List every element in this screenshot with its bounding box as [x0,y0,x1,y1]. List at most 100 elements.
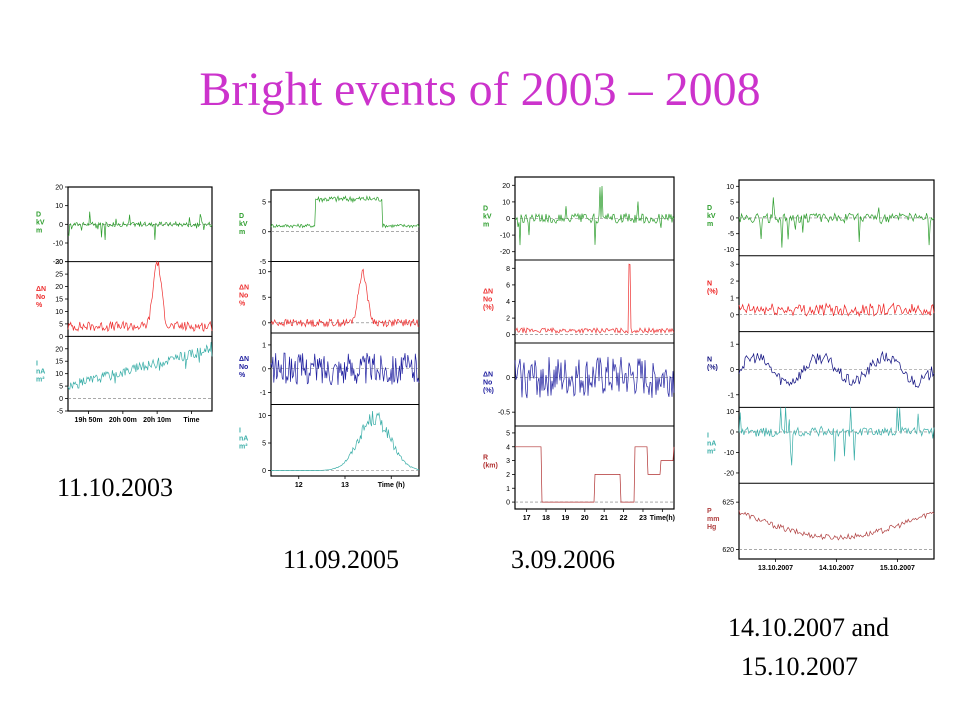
series-line [514,185,675,246]
panel-ylabel: ΔN [239,284,249,291]
y-tick-label: 2 [506,472,510,479]
y-tick-label: 2 [730,279,734,286]
y-tick-label: 0 [506,332,510,339]
y-tick-label: 20 [502,183,510,190]
series-line [514,263,675,335]
event-date-label: 11.09.2005 [283,545,400,574]
y-tick-label: 10 [55,371,63,378]
panel-ylabel: kV [36,219,45,226]
y-tick-label: 0 [730,215,734,222]
x-tick-label: 19h 50m [75,417,103,424]
y-tick-label: 25 [55,272,63,279]
y-tick-label: 5 [262,199,266,206]
panel-ylabel: D [707,205,712,212]
panel-ylabel: (km) [483,463,498,470]
panel-ylabel: kV [483,214,492,221]
y-tick-label: -20 [500,249,510,256]
y-tick-label: 0 [730,429,734,436]
x-tick-label: Time [183,417,199,424]
panel-ylabel: D [36,211,41,218]
figure-2: 20100-10-20DkVm86420ΔNNo(%)0-0.5ΔNNo(%)5… [483,176,675,522]
y-tick-label: -0.5 [498,410,510,417]
panel-ylabel: No [239,364,248,371]
panel-ylabel: ΔN [483,289,493,296]
series-line [738,302,935,318]
event-date-label: 11.10.2003 [57,473,174,502]
panel-ylabel: m [36,227,42,234]
y-tick-label: 625 [722,500,734,507]
panel-ylabel: % [36,302,43,309]
series-line [271,410,420,471]
y-tick-label: 5 [59,384,63,391]
y-tick-label: 5 [59,321,63,328]
panel-ylabel: nA [36,369,45,376]
panel-ylabel: ΔN [36,286,46,293]
x-tick-label: 12 [295,482,303,489]
y-tick-label: 0 [730,367,734,374]
panel-ylabel: m² [239,443,248,450]
y-tick-label: 5 [730,200,734,207]
y-tick-label: 3 [730,262,734,269]
series-line [270,268,420,328]
x-tick-label: 21 [600,515,608,522]
panel-ylabel: (%) [483,305,494,312]
series-line [67,260,213,332]
panel-ylabel: m [483,222,489,229]
x-tick-label: 18 [542,515,550,522]
panel-ylabel: I [36,361,38,368]
series-line [67,341,213,390]
y-tick-label: 0 [59,396,63,403]
panel-ylabel: No [483,297,492,304]
y-tick-label: 5 [262,441,266,448]
y-tick-label: 0 [262,366,266,373]
panel-ylabel: (%) [483,388,494,395]
y-tick-label: -1 [260,390,266,397]
y-tick-label: 10 [726,409,734,416]
panel-ylabel: % [239,372,246,379]
y-tick-label: -10 [724,247,734,254]
series-line [738,197,935,248]
series-line [270,195,420,229]
y-tick-label: 4 [506,444,510,451]
panel-ylabel: (%) [707,289,718,296]
y-tick-label: 10 [258,413,266,420]
y-tick-label: 10 [55,203,63,210]
panel-ylabel: m [239,229,245,236]
panel-ylabel: No [36,294,45,301]
y-tick-label: 1 [730,342,734,349]
y-tick-label: 620 [722,547,734,554]
y-tick-label: -5 [260,259,266,266]
panel-ylabel: kV [239,221,248,228]
y-tick-label: 0 [506,216,510,223]
x-tick-label: 15.10.2007 [880,565,915,572]
y-tick-label: 1 [506,486,510,493]
x-tick-label: 20 [581,515,589,522]
series-line [515,446,675,503]
panel-ylabel: m² [36,377,45,384]
y-tick-label: 5 [506,430,510,437]
y-tick-label: 0 [506,375,510,382]
event-date-label: 3.09.2006 [511,545,615,574]
panel-ylabel: (%) [707,365,718,372]
y-tick-label: -5 [57,409,63,416]
x-tick-label: 13 [341,482,349,489]
y-tick-label: -10 [500,233,510,240]
y-tick-label: 10 [258,269,266,276]
panel-ylabel: kV [707,213,716,220]
y-tick-label: 1 [730,295,734,302]
panel-ylabel: No [483,380,492,387]
y-tick-label: 15 [55,297,63,304]
panel-ylabel: No [239,292,248,299]
y-tick-label: 0 [59,334,63,341]
panel-ylabel: ΔN [483,372,493,379]
y-tick-label: 0 [59,222,63,229]
panel-ylabel: % [239,300,246,307]
panel-ylabel: P [707,508,712,515]
y-tick-label: -20 [53,259,63,266]
x-tick-label: 20h 10m [143,417,171,424]
x-tick-label: 23 [639,515,647,522]
panel-ylabel: mm [707,516,719,523]
y-tick-label: 0 [730,312,734,319]
y-tick-label: 10 [55,309,63,316]
